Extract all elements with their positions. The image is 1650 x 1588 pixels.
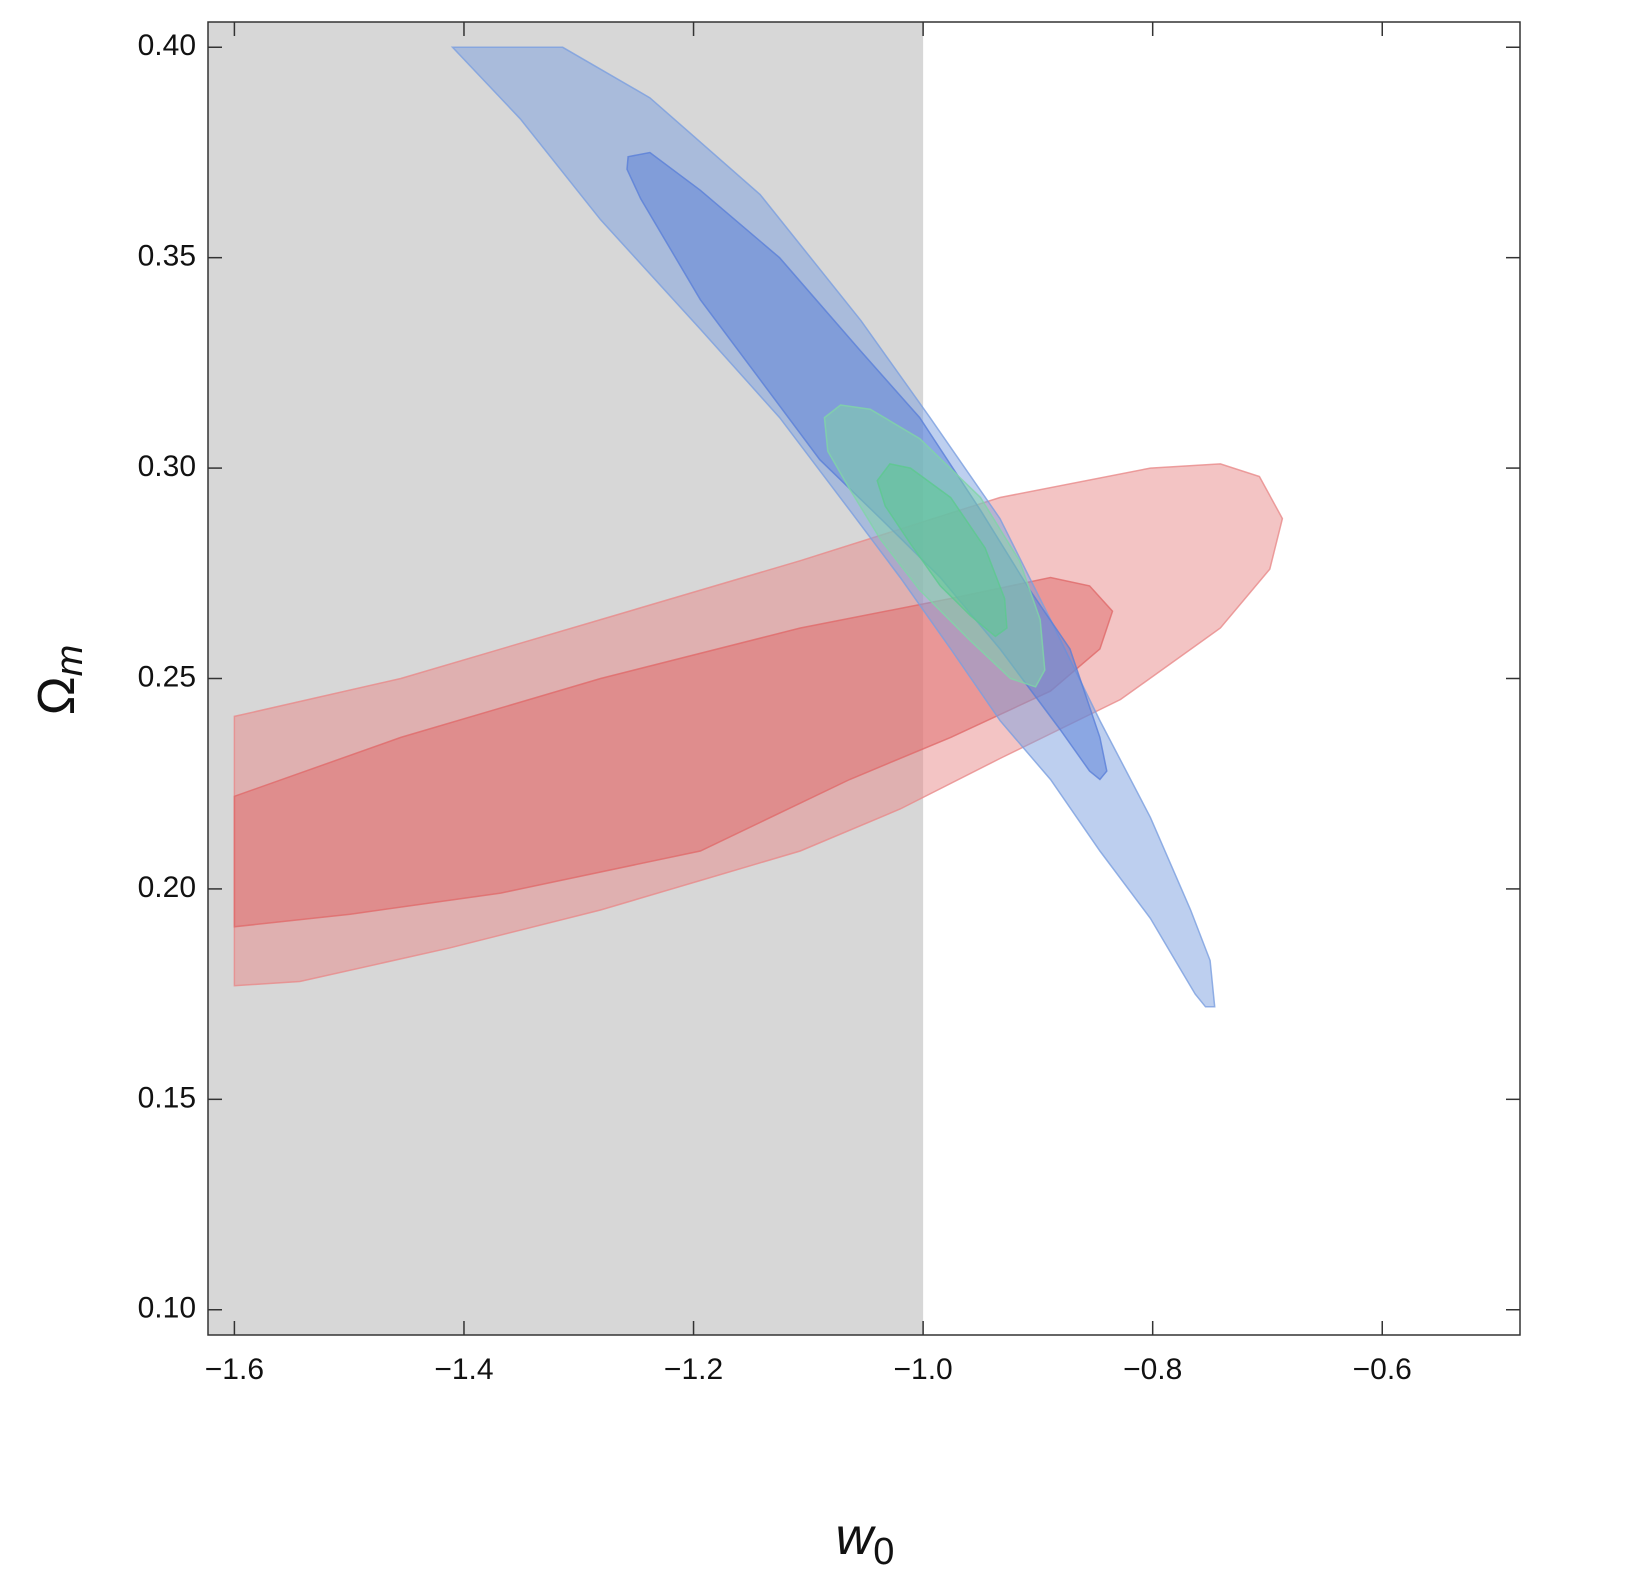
x-tick-label: −0.8 (1123, 1353, 1182, 1386)
x-tick-label: −1.6 (205, 1353, 264, 1386)
confidence-region (233, 576, 1114, 928)
confidence-region (450, 46, 1216, 1008)
confidence-region (876, 463, 1008, 638)
x-label-sub: 0 (873, 1531, 894, 1573)
x-tick-label: −1.2 (664, 1353, 723, 1386)
y-tick-label: 0.20 (138, 871, 196, 904)
y-tick-label: 0.40 (138, 29, 196, 62)
y-tick-label: 0.25 (138, 660, 196, 693)
y-tick-label: 0.10 (138, 1292, 196, 1325)
y-tick-label: 0.35 (138, 240, 196, 273)
y-axis-label: Ωm (28, 645, 91, 716)
y-label-sub: m (49, 645, 91, 677)
y-label-main: Ω (28, 676, 86, 715)
y-tick-label: 0.30 (138, 450, 196, 483)
x-tick-label: −1.0 (893, 1353, 952, 1386)
x-tick-label: −1.4 (434, 1353, 493, 1386)
x-axis-label: w0 (836, 1508, 895, 1573)
x-label-main: w (836, 1508, 877, 1566)
plot-area (208, 22, 1284, 1335)
y-tick-label: 0.15 (138, 1081, 196, 1114)
x-tick-label: −0.6 (1353, 1353, 1412, 1386)
